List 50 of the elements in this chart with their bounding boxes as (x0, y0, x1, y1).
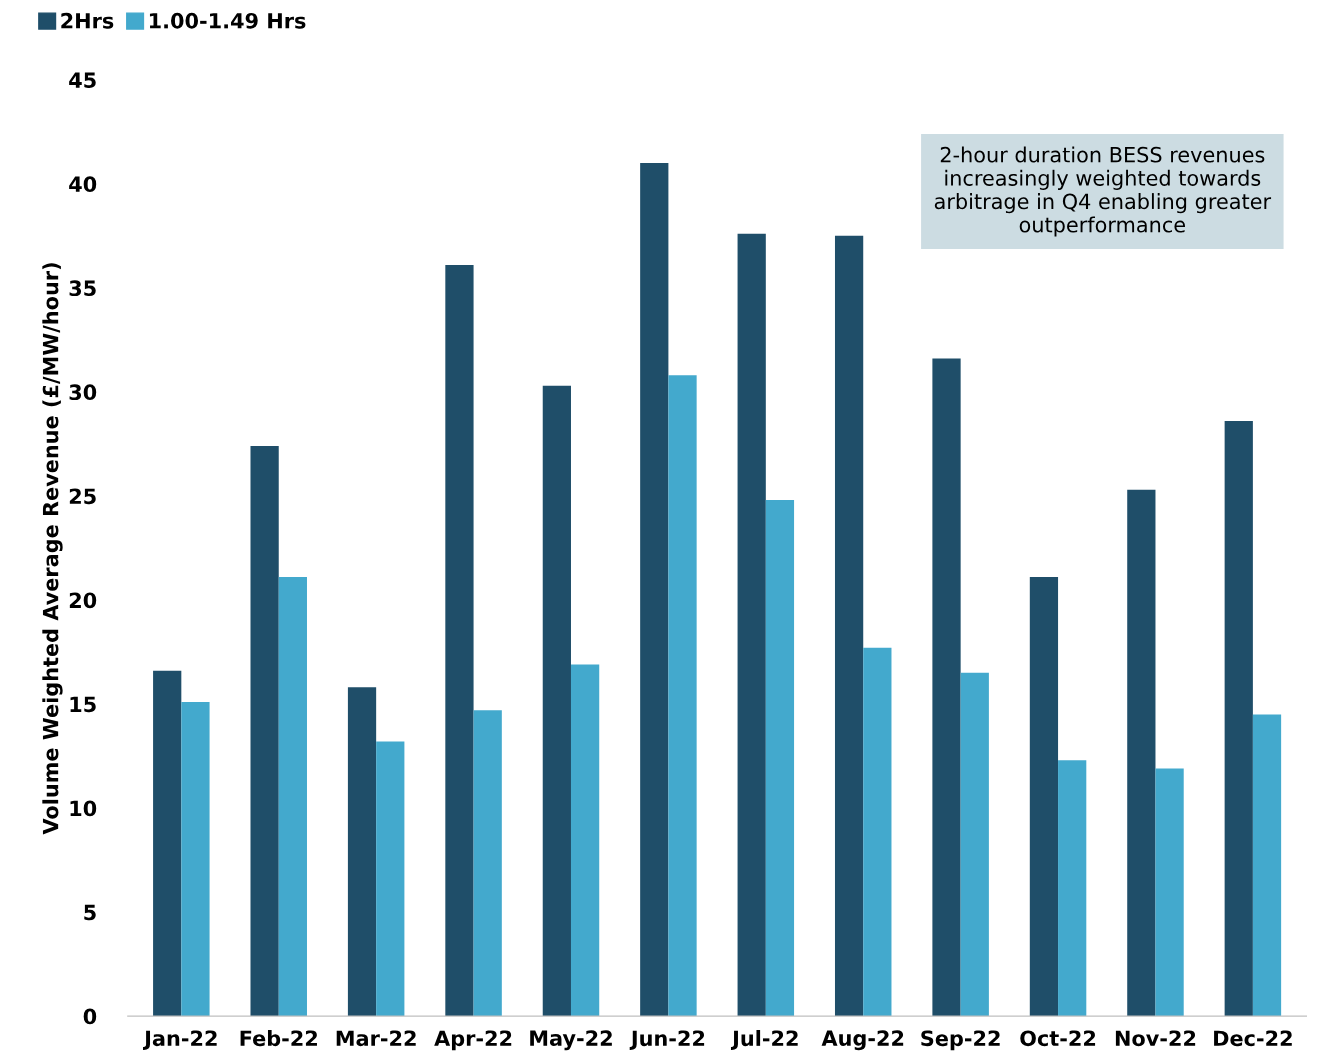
bar (250, 446, 279, 1017)
x-tick-label: Dec-22 (1214, 1030, 1292, 1047)
y-tick-label: 45 (69, 72, 96, 89)
bar (278, 577, 307, 1017)
bar (640, 163, 669, 1017)
y-tick-label: 30 (69, 384, 97, 401)
bar (542, 385, 571, 1017)
bar (1127, 489, 1156, 1017)
y-tick-label: 40 (69, 176, 97, 193)
legend-label: 2Hrs (61, 12, 114, 29)
y-tick-label: 35 (69, 280, 96, 297)
annotation: 2-hour duration BESS revenues increasingly weighted towards arbitrage in Q4 enabling greater outperformance (934, 146, 1272, 237)
bar (668, 375, 697, 1017)
bar (1252, 714, 1282, 1017)
x-tick-label: Apr-22 (434, 1030, 512, 1051)
y-axis-title: Volume Weighted Average Revenue (£/MW/hour) (42, 263, 63, 835)
x-tick-label: May-22 (530, 1030, 612, 1051)
x-tick-label: Feb-22 (240, 1030, 317, 1047)
bar (834, 235, 864, 1017)
x-tick-label: Sep-22 (921, 1030, 1000, 1051)
y-tick-label: 0 (83, 1008, 97, 1025)
bar (376, 741, 405, 1017)
bar (932, 358, 961, 1017)
bar (153, 670, 182, 1017)
bar (1029, 577, 1059, 1017)
bar (445, 264, 474, 1017)
y-tick-label: 10 (70, 800, 97, 817)
x-tick-label: Aug-22 (821, 1030, 904, 1051)
bar (863, 647, 892, 1017)
y-tick-label: 25 (69, 488, 96, 505)
x-tick-label: Mar-22 (336, 1030, 416, 1047)
bar (181, 701, 210, 1017)
x-tick-label: Jan-22 (143, 1030, 217, 1051)
x-tick-label: Oct-22 (1020, 1030, 1096, 1047)
y-tick-label: 15 (70, 696, 96, 713)
x-tick-label: Jun-22 (629, 1030, 705, 1051)
bar (1224, 421, 1253, 1017)
bar (570, 664, 600, 1017)
bar (473, 710, 502, 1017)
bar (1058, 760, 1087, 1017)
bar (347, 687, 377, 1017)
x-tick-label: Jul-22 (730, 1030, 798, 1051)
bar (765, 500, 795, 1017)
y-tick-label: 5 (84, 904, 96, 921)
legend-label: 1.00-1.49 Hrs (149, 12, 306, 29)
bar (737, 233, 766, 1017)
x-tick-label: Nov-22 (1115, 1030, 1196, 1047)
y-tick-label: 20 (69, 592, 97, 609)
bar (960, 672, 989, 1017)
bar (1155, 768, 1184, 1017)
